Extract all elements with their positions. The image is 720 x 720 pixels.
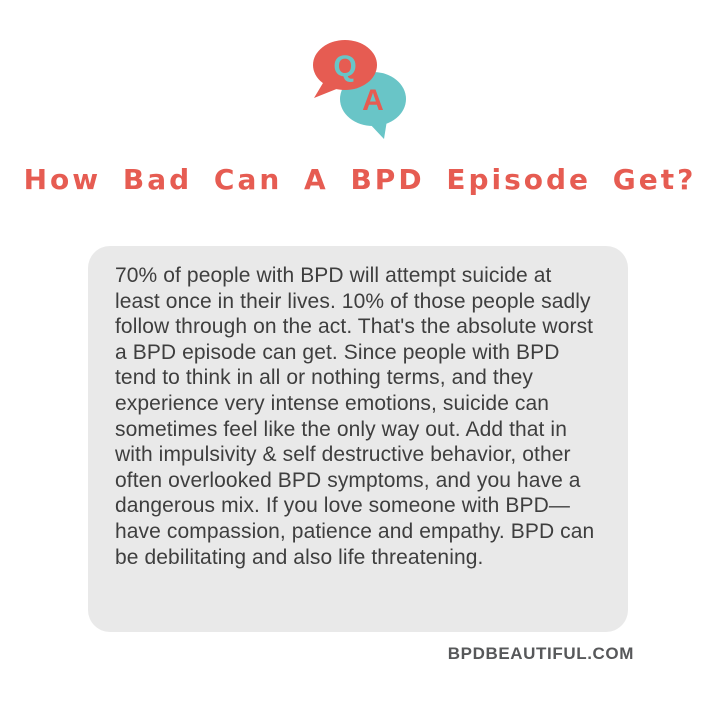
answer-card: 70% of people with BPD will attempt suic…	[88, 246, 628, 632]
question-bubble	[313, 40, 377, 98]
qa-speech-bubbles-icon: Q A	[313, 40, 406, 139]
answer-letter: A	[362, 84, 384, 117]
question-letter: Q	[333, 50, 356, 83]
website-url-text: BPDBEAUTIFUL.COM	[447, 644, 634, 663]
page-title: How Bad Can A BPD Episode Get?	[23, 163, 697, 196]
answer-text: 70% of people with BPD will attempt suic…	[115, 264, 595, 569]
